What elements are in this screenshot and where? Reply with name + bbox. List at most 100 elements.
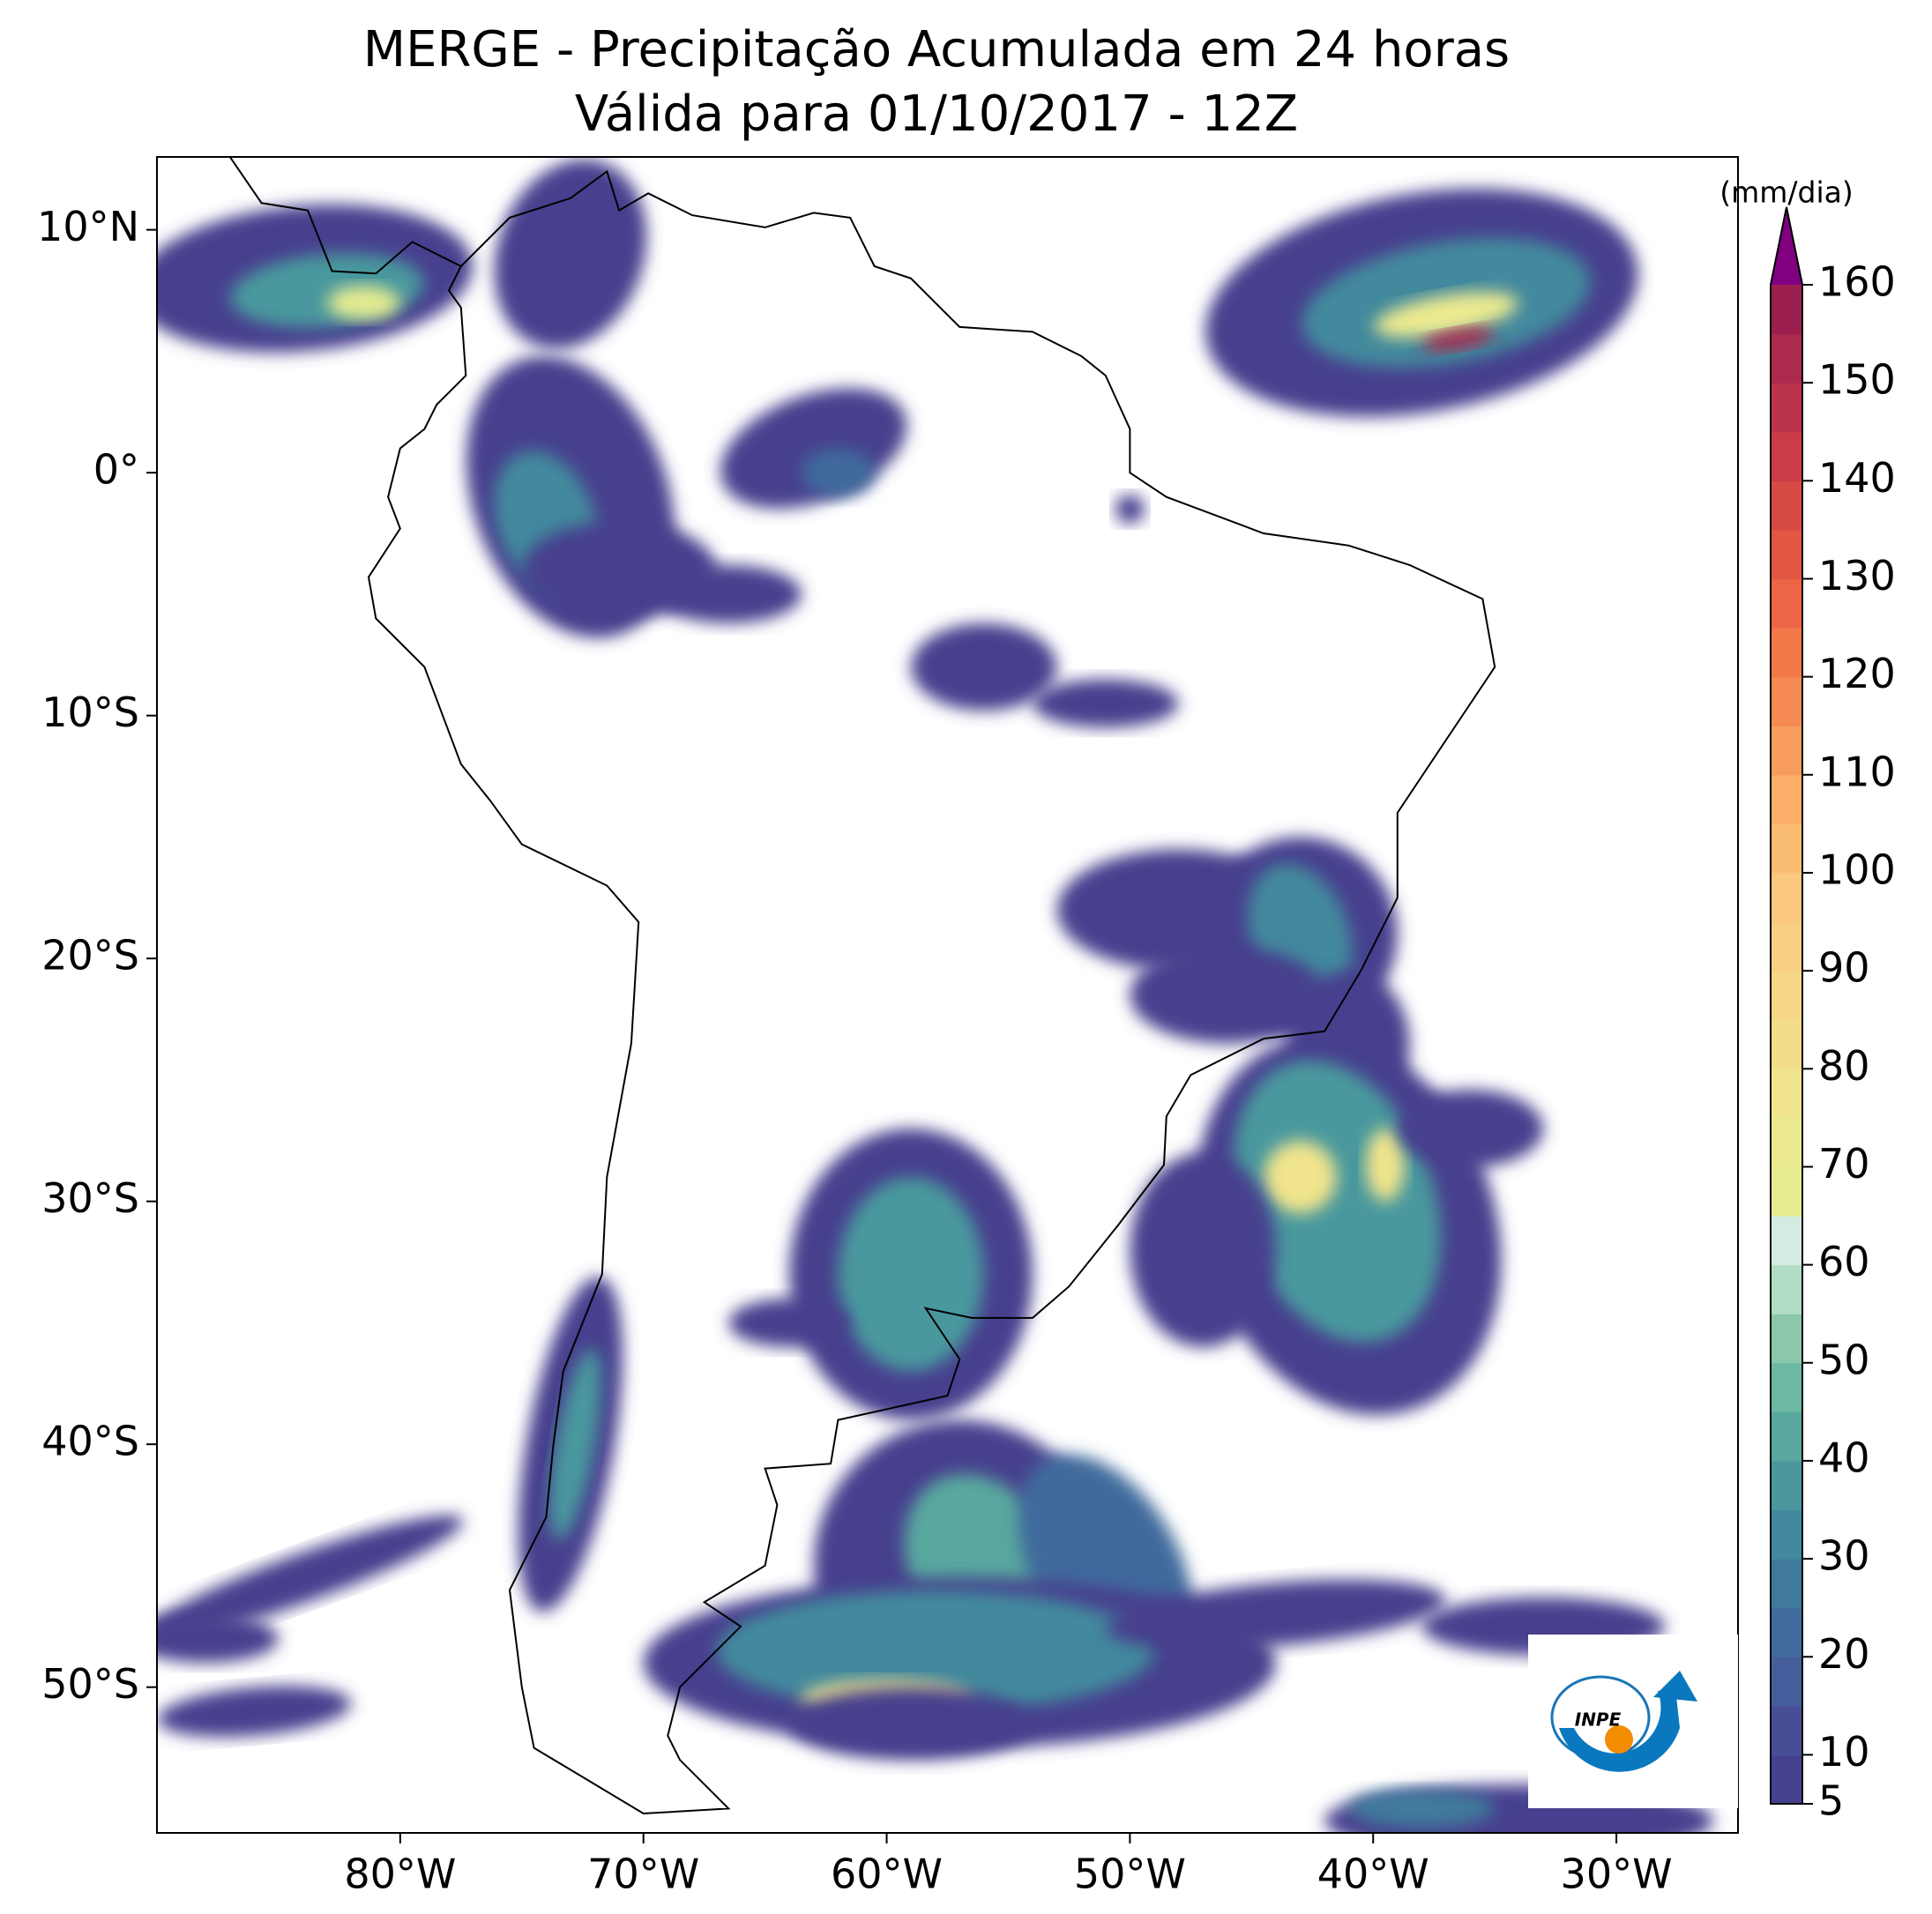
colorbar-swatch bbox=[1771, 1362, 1802, 1412]
colorbar: 510 20 30 40 50 60 70 80 90 100 110 120 130 140 150 160… bbox=[1719, 175, 1896, 1825]
colorbar-swatch bbox=[1771, 1657, 1802, 1707]
rain-area bbox=[1033, 679, 1179, 728]
rain-area bbox=[1374, 292, 1518, 339]
colorbar-tick-label: 160 bbox=[1818, 258, 1896, 306]
colorbar-tick-label: 150 bbox=[1818, 356, 1896, 404]
colorbar-swatch bbox=[1771, 726, 1802, 776]
rain-area bbox=[728, 1298, 851, 1347]
colorbar-swatch bbox=[1771, 285, 1802, 335]
x-tick-label: 60°W bbox=[831, 1851, 943, 1898]
colorbar-tick-label: 10 bbox=[1818, 1728, 1870, 1776]
x-tick-label: 70°W bbox=[587, 1851, 699, 1898]
colorbar-swatch bbox=[1771, 774, 1802, 824]
rain-area bbox=[1130, 946, 1325, 1044]
y-tick-label: 0° bbox=[93, 446, 139, 494]
colorbar-swatch bbox=[1771, 921, 1802, 972]
colorbar-swatch bbox=[1771, 1117, 1802, 1168]
axes: 80°W 70°W 60°W 50°W 40°W 30°W 10°N 0° 10°S 20°S 30… bbox=[37, 203, 1673, 1897]
coastline bbox=[226, 157, 462, 275]
rain-area bbox=[157, 1686, 352, 1738]
colorbar-swatch bbox=[1771, 1069, 1802, 1119]
colorbar-swatch bbox=[1771, 1314, 1802, 1364]
colorbar-swatch bbox=[1771, 333, 1802, 384]
colorbar-swatch bbox=[1771, 1166, 1802, 1217]
colorbar-swatch bbox=[1771, 1559, 1802, 1609]
rain-area bbox=[838, 1177, 984, 1372]
colorbar-swatch bbox=[1771, 1411, 1802, 1462]
colorbar-swatch bbox=[1771, 1607, 1802, 1657]
colorbar-extend bbox=[1771, 207, 1802, 285]
colorbar-swatch bbox=[1771, 1216, 1802, 1266]
title: MERGE - Precipitação Acumulada em 24 hor… bbox=[363, 21, 1510, 78]
y-tick-label: 30°S bbox=[41, 1174, 139, 1222]
y-tick-label: 10°N bbox=[37, 203, 139, 250]
colorbar-swatch bbox=[1771, 1754, 1802, 1805]
colorbar-swatch bbox=[1771, 529, 1802, 580]
colorbar-swatch bbox=[1771, 676, 1802, 726]
map-area bbox=[157, 157, 1714, 1833]
colorbar-swatch bbox=[1771, 1460, 1802, 1511]
rain-area bbox=[1397, 1089, 1544, 1168]
colorbar-swatch bbox=[1771, 1509, 1802, 1560]
colorbar-tick-label: 90 bbox=[1818, 944, 1870, 992]
x-tick-label: 50°W bbox=[1074, 1851, 1186, 1898]
rain-area bbox=[157, 1515, 464, 1641]
logo-text: INPE bbox=[1575, 1709, 1622, 1731]
colorbar-tick-label: 100 bbox=[1818, 845, 1896, 893]
rain-area bbox=[157, 1614, 279, 1664]
rain-area bbox=[494, 159, 647, 349]
colorbar-swatch bbox=[1771, 1019, 1802, 1069]
colorbar-swatch bbox=[1771, 383, 1802, 433]
colorbar-tick-label: 80 bbox=[1818, 1042, 1870, 1090]
plot-frame bbox=[156, 156, 1739, 1834]
colorbar-swatch bbox=[1771, 971, 1802, 1021]
y-tick-label: 40°S bbox=[41, 1418, 139, 1465]
logo-background bbox=[1528, 1635, 1738, 1808]
colorbar-swatch bbox=[1771, 872, 1802, 923]
rain-area bbox=[1421, 327, 1495, 351]
colorbar-tick-label: 5 bbox=[1818, 1777, 1844, 1825]
rain-area bbox=[716, 1590, 1154, 1712]
rain-area bbox=[655, 564, 802, 623]
x-tick-label: 40°W bbox=[1317, 1851, 1429, 1898]
colorbar-swatch bbox=[1771, 431, 1802, 481]
rain-area bbox=[720, 388, 907, 509]
rain-area bbox=[327, 286, 400, 320]
subtitle: Válida para 01/10/2017 - 12Z bbox=[575, 86, 1298, 143]
rain-area bbox=[1115, 494, 1145, 525]
colorbar-swatch bbox=[1771, 628, 1802, 678]
logo-swoosh bbox=[1559, 1688, 1680, 1772]
rain-area bbox=[1130, 1152, 1276, 1347]
colorbar-label: (mm/dia) bbox=[1719, 175, 1854, 210]
colorbar-swatch bbox=[1771, 578, 1802, 629]
rain-area bbox=[1348, 1789, 1496, 1828]
colorbar-tick-label: 140 bbox=[1818, 454, 1896, 502]
logo-arrow bbox=[1653, 1671, 1697, 1702]
colorbar-swatch bbox=[1771, 480, 1802, 531]
rain-area bbox=[1365, 1128, 1406, 1202]
rain-area bbox=[789, 1687, 1033, 1761]
y-tick-label: 50°S bbox=[41, 1660, 139, 1708]
colorbar-swatch bbox=[1771, 1705, 1802, 1756]
colorbar-tick-label: 40 bbox=[1818, 1434, 1870, 1481]
x-tick-label: 30°W bbox=[1561, 1851, 1673, 1898]
colorbar-tick-label: 120 bbox=[1818, 650, 1896, 697]
coastline bbox=[367, 169, 1496, 1815]
rain-area bbox=[1264, 1140, 1337, 1214]
colorbar-swatch bbox=[1771, 823, 1802, 874]
y-tick-label: 20°S bbox=[41, 932, 139, 979]
rain-area bbox=[549, 1348, 601, 1540]
colorbar-tick-label: 60 bbox=[1818, 1238, 1870, 1285]
x-tick-label: 80°W bbox=[344, 1851, 456, 1898]
colorbar-tick-label: 30 bbox=[1818, 1532, 1870, 1580]
y-tick-label: 10°S bbox=[41, 689, 139, 736]
colorbar-tick-label: 130 bbox=[1818, 552, 1896, 600]
colorbar-tick-label: 70 bbox=[1818, 1140, 1870, 1188]
logo-sun bbox=[1605, 1725, 1633, 1754]
colorbar-tick-label: 20 bbox=[1818, 1630, 1870, 1678]
rain-area bbox=[1106, 1579, 1446, 1650]
rain-area bbox=[801, 448, 875, 497]
logo: INPE bbox=[1528, 1635, 1738, 1808]
